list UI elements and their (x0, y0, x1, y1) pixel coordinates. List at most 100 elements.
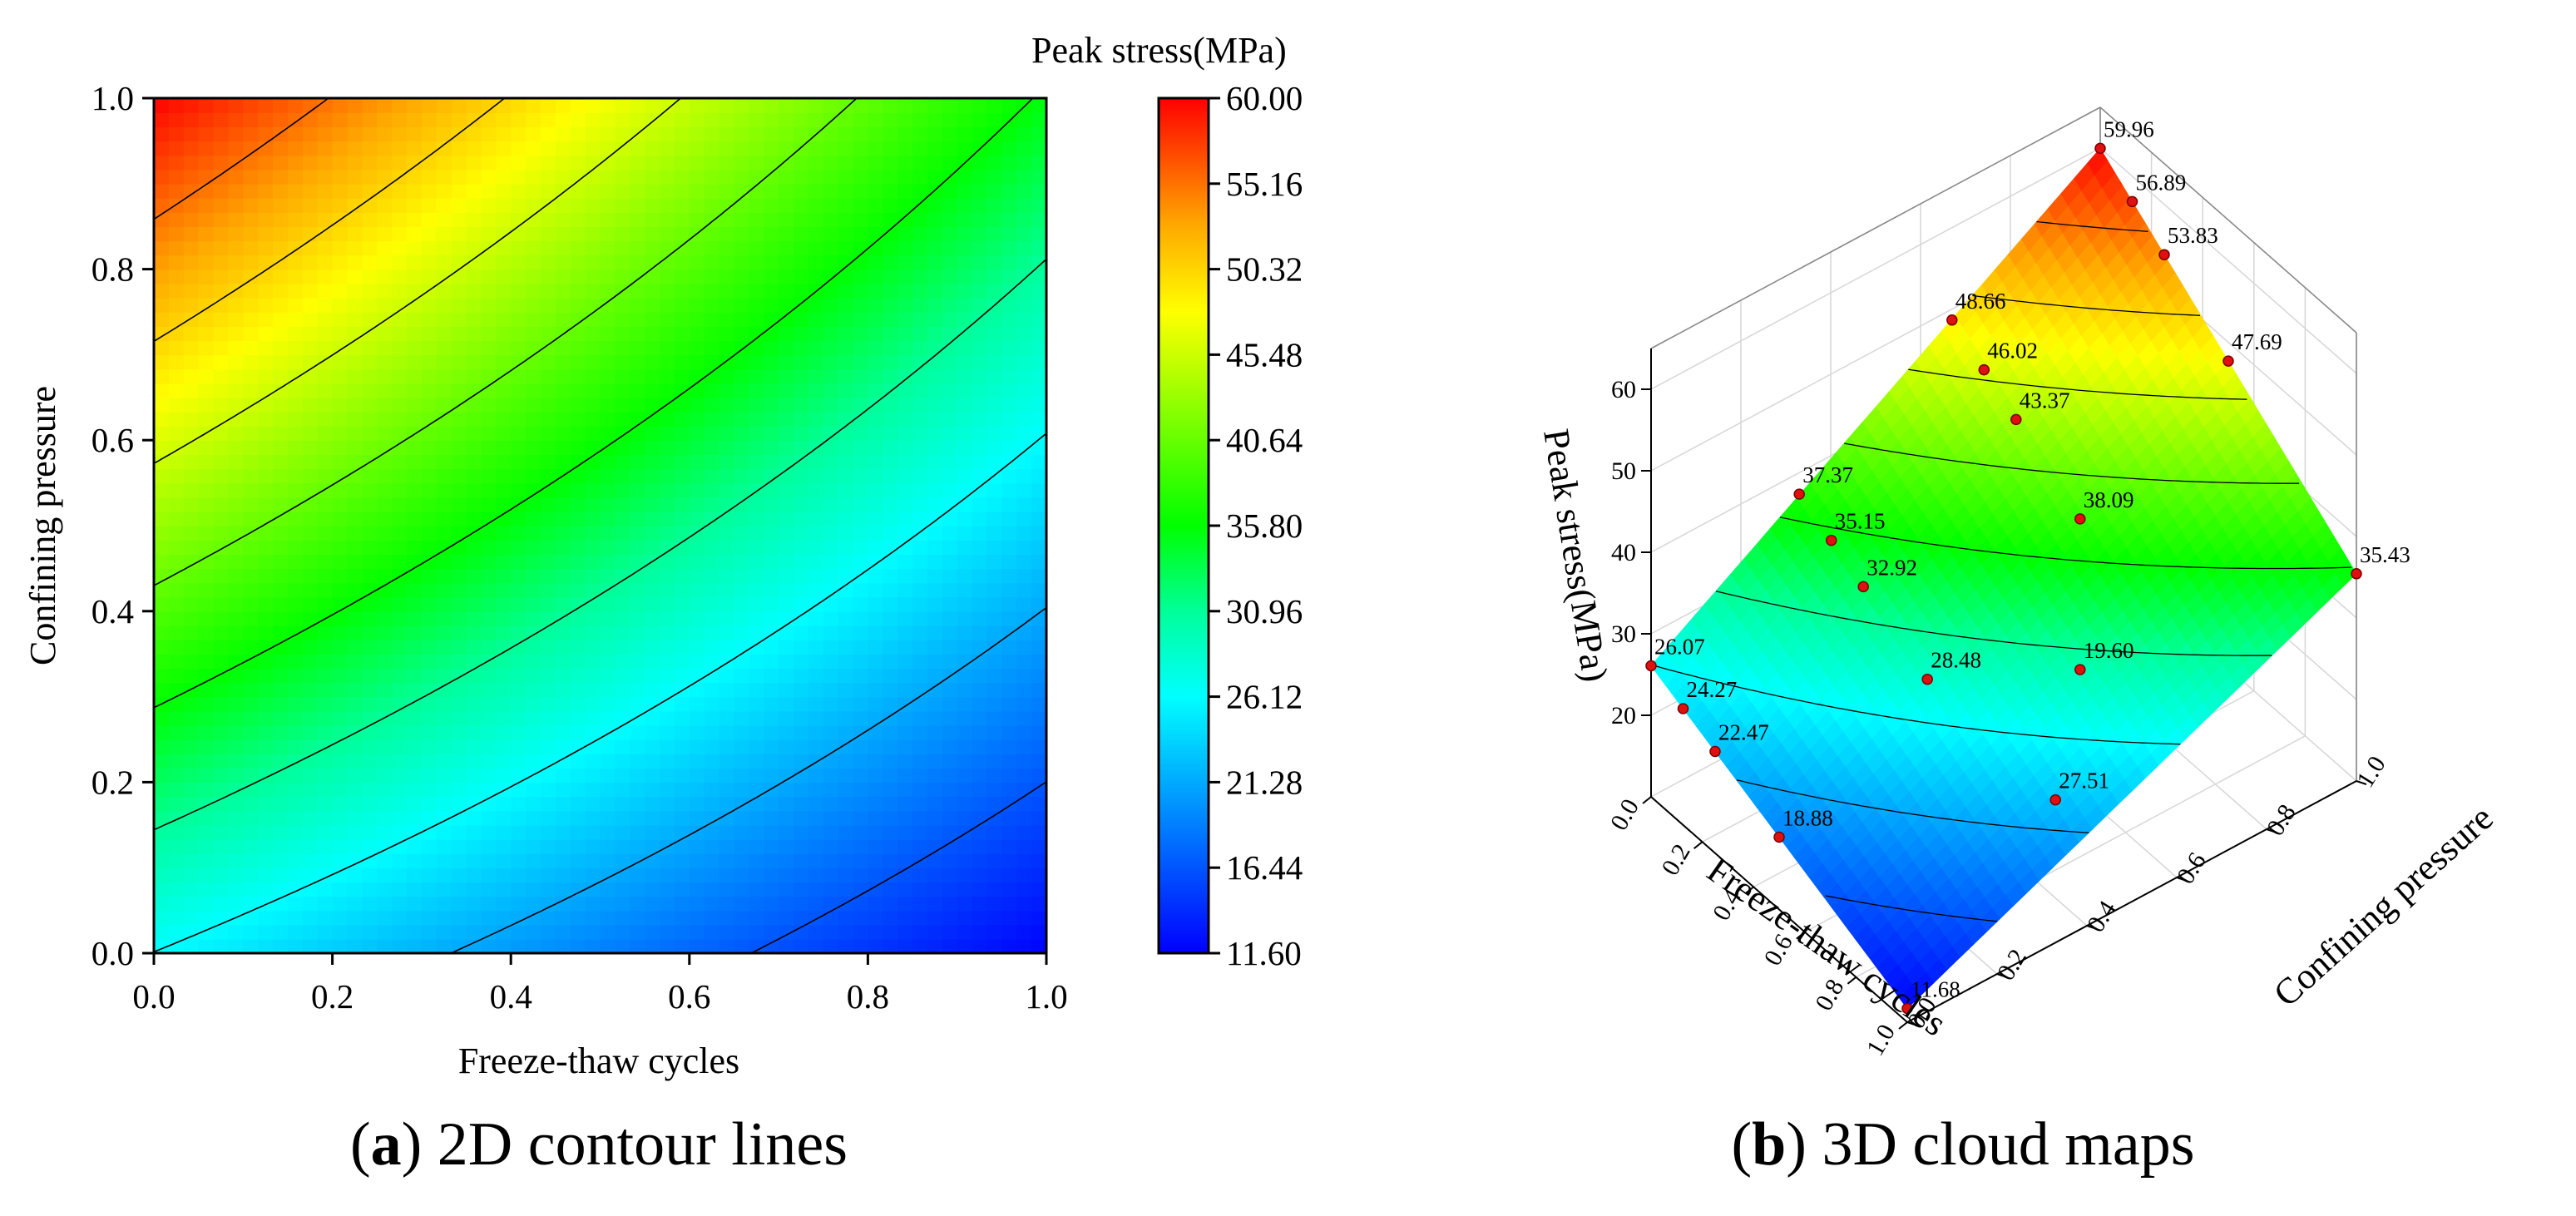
heatmap-cell (332, 112, 349, 128)
contour-lines (154, 98, 1046, 953)
heatmap-cell (1031, 810, 1046, 826)
heatmap-cell (734, 169, 750, 185)
colorbar-ticks: 60.0055.1650.3245.4840.6435.8030.9626.12… (1209, 79, 1303, 972)
heatmap-cell (526, 354, 541, 370)
heatmap-cell (868, 882, 884, 897)
heatmap-cell (451, 497, 467, 512)
heatmap-cell (1001, 853, 1018, 868)
heatmap-cell (570, 440, 586, 456)
heatmap-cell (749, 768, 765, 783)
heatmap-cell (823, 98, 839, 113)
heatmap-cell (704, 796, 720, 812)
heatmap-cell (793, 582, 809, 598)
heatmap-cell (660, 710, 675, 726)
heatmap-cell (168, 610, 185, 626)
heatmap-cell (481, 938, 497, 953)
heatmap-cell (1016, 197, 1032, 213)
heatmap-cell (555, 540, 571, 556)
heatmap-cell (704, 212, 720, 227)
heatmap-cell (243, 511, 259, 526)
heatmap-cell (972, 368, 988, 384)
heatmap-cell (883, 141, 898, 156)
heatmap-cell (511, 383, 527, 398)
heatmap-cell (793, 782, 809, 798)
heatmap-cell (228, 868, 245, 883)
heatmap-cell (779, 768, 794, 783)
heatmap-cell (466, 810, 482, 826)
heatmap-cell (302, 554, 319, 570)
heatmap-cell (168, 468, 185, 484)
heatmap-cell (600, 596, 616, 612)
heatmap-cell (793, 312, 809, 327)
heatmap-cell (883, 910, 898, 926)
heatmap-cell (942, 240, 958, 256)
heatmap-cell (407, 368, 423, 384)
heatmap-cell (600, 853, 616, 868)
heatmap-cell (674, 368, 690, 384)
y-tick-label: 1.0 (2351, 751, 2391, 792)
heatmap-cell (897, 283, 913, 299)
heatmap-cell (1001, 411, 1018, 427)
heatmap-cell (496, 183, 512, 199)
heatmap-cell (615, 654, 631, 670)
heatmap-cell (154, 938, 170, 953)
heatmap-cell (496, 397, 512, 413)
heatmap-cell (615, 610, 631, 626)
heatmap-cell (986, 824, 1003, 840)
heatmap-cell (168, 183, 185, 199)
heatmap-cell (734, 896, 750, 912)
heatmap-cell (972, 326, 988, 342)
heatmap-cell (897, 924, 913, 940)
heatmap-cell (362, 468, 378, 484)
heatmap-cell (853, 112, 869, 128)
heatmap-cell (838, 824, 854, 840)
heatmap-cell (481, 739, 497, 754)
heatmap-cell (942, 283, 958, 299)
heatmap-cell (779, 882, 794, 897)
heatmap-cell (1031, 782, 1046, 798)
heatmap-cell (689, 610, 705, 626)
heatmap-cell (793, 98, 809, 113)
heatmap-cell (526, 126, 541, 142)
heatmap-cell (332, 240, 349, 256)
heatmap-cell (734, 938, 750, 953)
heatmap-cell (168, 454, 185, 470)
heatmap-cell (183, 668, 200, 684)
heatmap-cell (734, 910, 750, 926)
heatmap-cell (555, 340, 571, 356)
heatmap-cell (585, 868, 601, 883)
heatmap-cell (496, 610, 512, 626)
heatmap-cell (302, 482, 319, 498)
heatmap-cell (912, 796, 928, 812)
heatmap-cell (912, 824, 928, 840)
heatmap-cell (213, 126, 230, 142)
heatmap-cell (496, 269, 512, 284)
heatmap-cell (481, 511, 497, 526)
heatmap-cell (407, 596, 423, 612)
heatmap-cell (1031, 938, 1046, 953)
heatmap-cell (779, 126, 794, 142)
heatmap-cell (957, 141, 973, 156)
heatmap-cell (645, 440, 660, 456)
heatmap-cell (302, 796, 319, 812)
heatmap-cell (243, 183, 259, 199)
heatmap-cell (957, 868, 973, 883)
heatmap-cell (198, 782, 215, 798)
heatmap-cell (407, 197, 423, 213)
heatmap-cell (540, 155, 556, 171)
heatmap-cell (927, 354, 943, 370)
heatmap-cell (957, 383, 973, 398)
heatmap-cell (883, 454, 898, 470)
heatmap-cell (198, 540, 215, 556)
heatmap-cell (1016, 183, 1032, 199)
heatmap-cell (764, 582, 779, 598)
heatmap-cell (451, 482, 467, 498)
heatmap-cell (496, 255, 512, 270)
heatmap-cell (407, 155, 423, 171)
heatmap-cell (600, 397, 616, 413)
heatmap-cell (1031, 482, 1046, 498)
heatmap-cell (674, 625, 690, 640)
heatmap-cell (615, 882, 631, 897)
heatmap-cell (972, 625, 988, 640)
heatmap-cell (466, 782, 482, 798)
